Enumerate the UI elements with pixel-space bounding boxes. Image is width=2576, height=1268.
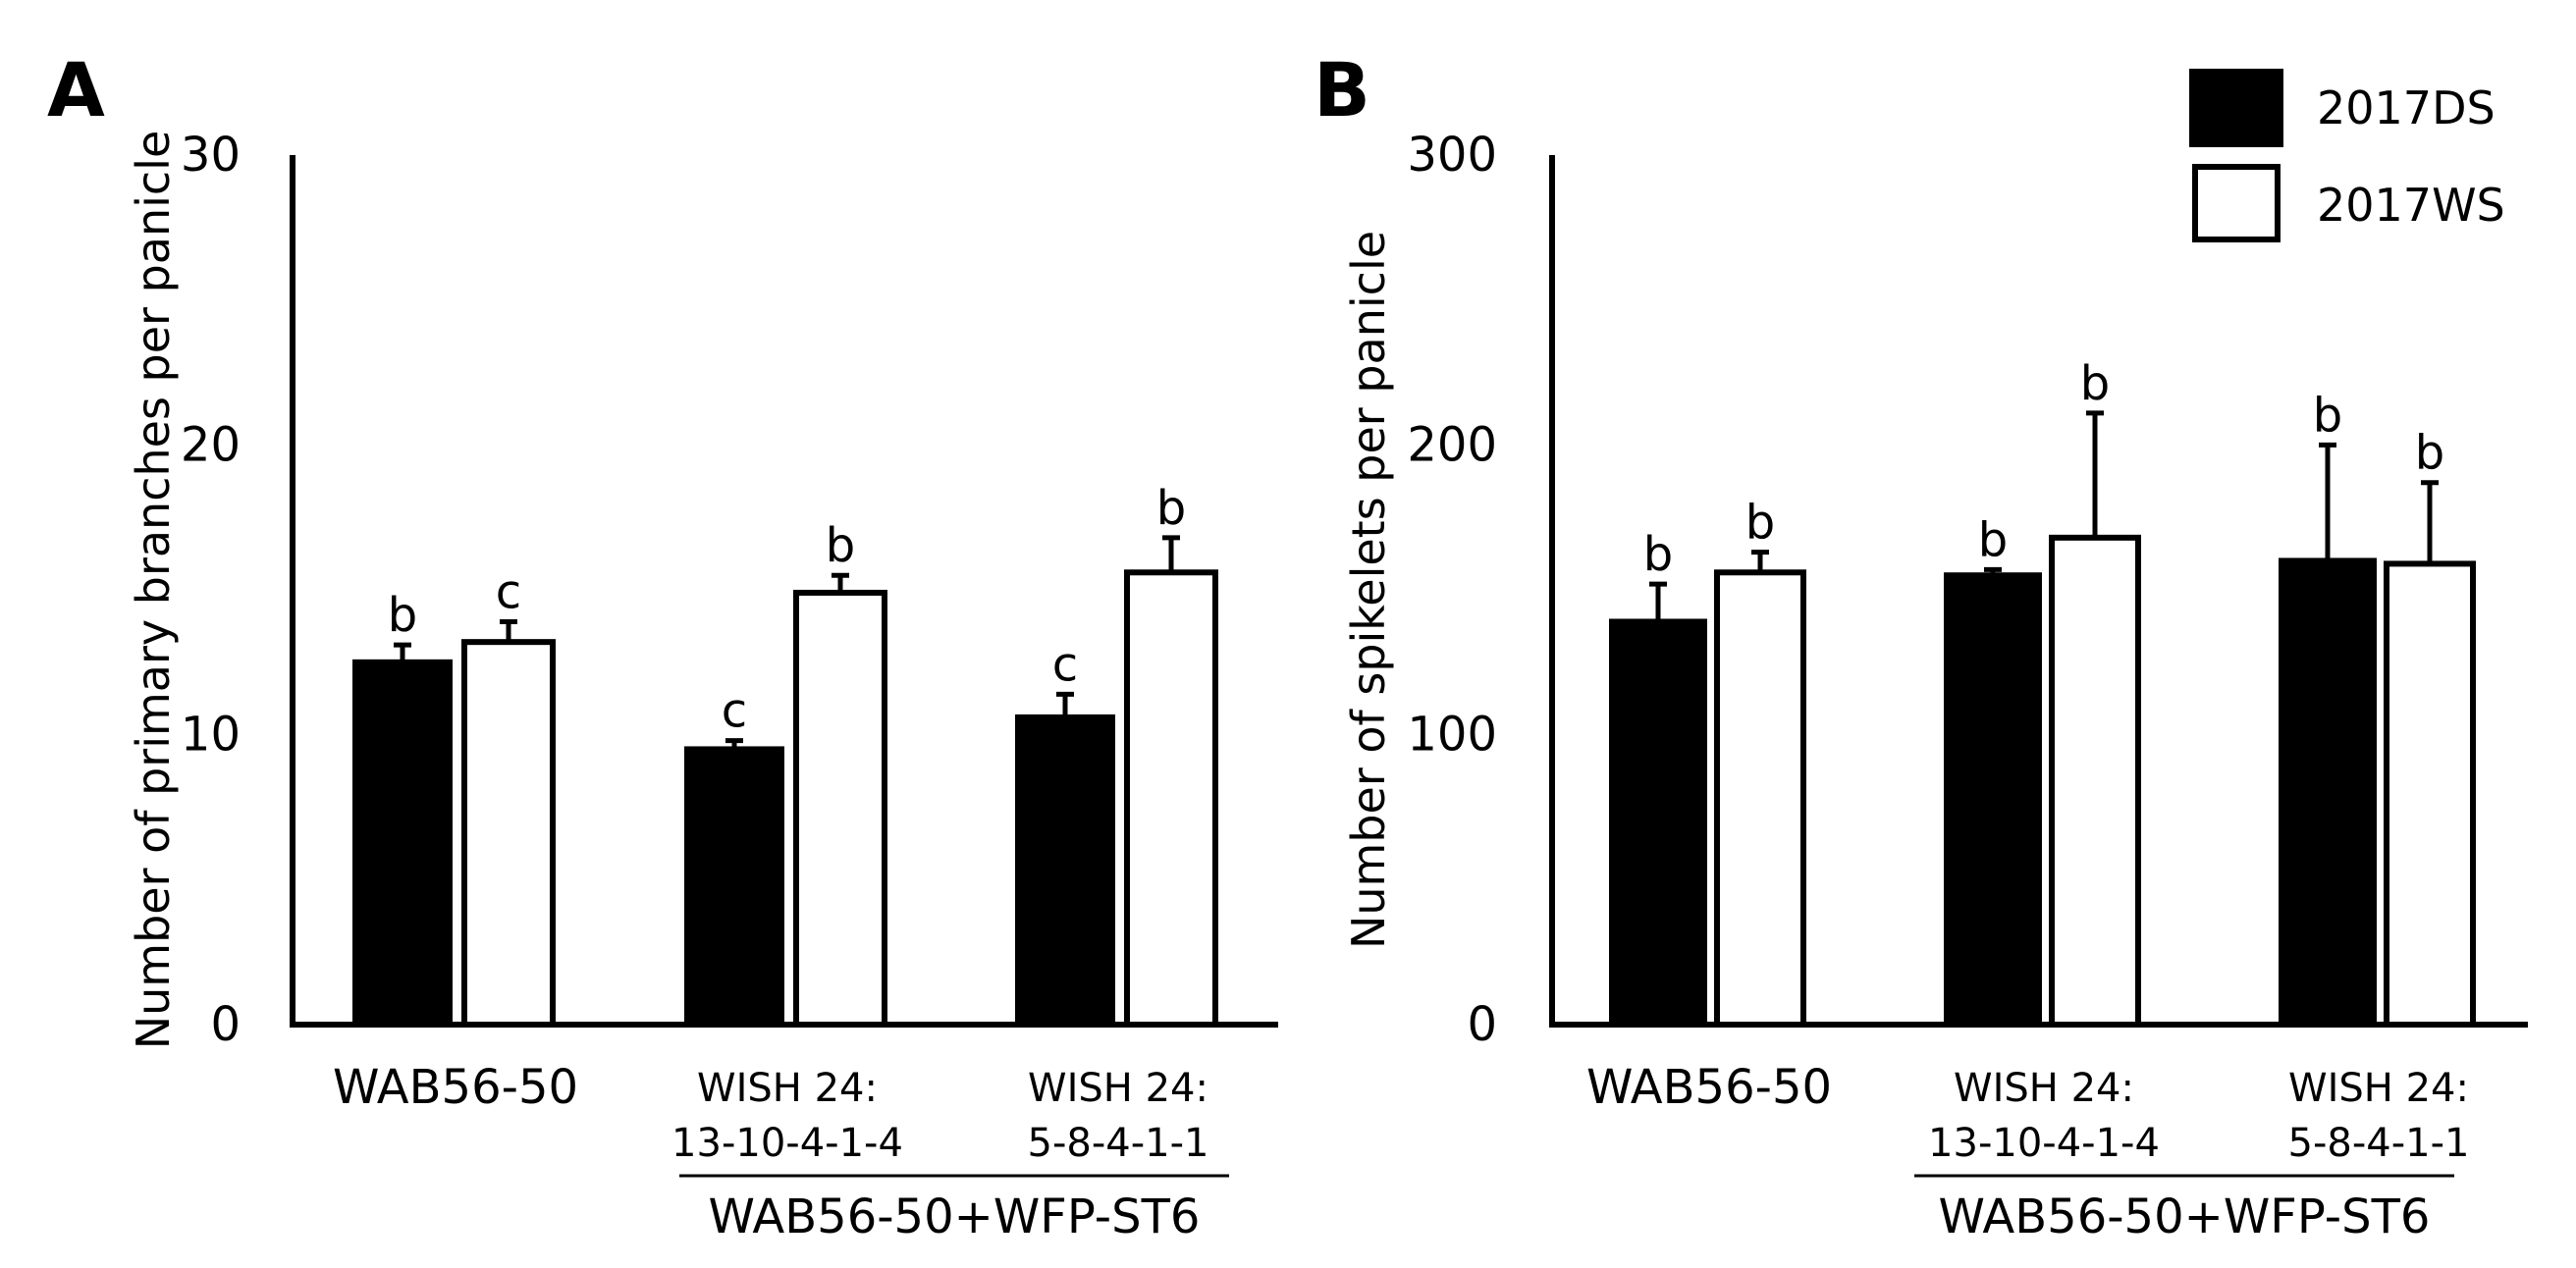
panel-b-x-category-label-line: WISH 24: <box>1954 1066 2134 1111</box>
panel-b-bar-2017ws <box>2049 534 2141 1029</box>
panel-b-significance-letter: b <box>2080 356 2110 411</box>
panel-b-group-label: WAB56-50+WFP-ST6 <box>1939 1189 2431 1244</box>
panel-a-x-category-label: WAB56-50 <box>333 1060 578 1115</box>
panel-a-x-category-label-line: WISH 24: <box>1028 1066 1208 1111</box>
panel-b-bar-2017ds <box>2279 557 2377 1028</box>
panel-a-significance-letter: c <box>722 684 747 739</box>
legend-label-2017ds: 2017DS <box>2317 81 2496 134</box>
panel-a-bar-2017ds <box>1015 713 1115 1028</box>
panel-a-significance-letter: b <box>388 588 417 643</box>
panel-a-bar-2017ws <box>461 639 556 1028</box>
panel-a-significance-letter: c <box>496 564 521 619</box>
panel-a-x-category-label-line: 5-8-4-1-1 <box>1028 1121 1209 1166</box>
panel-a-significance-letter: b <box>1156 481 1186 536</box>
panel-a-y-tick-label: 0 <box>210 997 241 1052</box>
panel-b-bar-2017ds <box>1944 572 2042 1028</box>
panel-a: A Number of primary branches per panicle… <box>47 46 1278 1244</box>
panel-b-significance-letter: b <box>1978 512 2008 567</box>
panel-b-x-category-label: WAB56-50 <box>1586 1060 1832 1115</box>
panel-a-significance-letter: c <box>1052 637 1078 692</box>
panel-a-y-tick-label: 30 <box>181 128 241 183</box>
panel-a-bar-2017ds <box>352 659 453 1028</box>
panel-a-group-label: WAB56-50+WFP-ST6 <box>709 1189 1201 1244</box>
panel-b-y-tick-label: 200 <box>1407 417 1497 472</box>
panel-a-bar-2017ws <box>1124 569 1218 1029</box>
panel-a-y-tick-label: 10 <box>181 708 241 763</box>
panel-b-y-axis-title: Number of spikelets per panicle <box>1342 231 1395 949</box>
panel-letter-b: B <box>1314 46 1370 133</box>
panel-a-bar-2017ds <box>684 746 784 1029</box>
panel-a-significance-letter: b <box>826 518 855 573</box>
legend-swatch-2017ds <box>2189 69 2283 147</box>
panel-b-x-category-label-line: WISH 24: <box>2288 1066 2469 1111</box>
legend-swatch-2017ws <box>2192 164 2281 242</box>
legend: 2017DS 2017WS <box>2189 69 2505 242</box>
panel-b-bar-2017ws <box>2384 560 2476 1028</box>
panel-a-bar-2017ws <box>793 589 887 1028</box>
panel-a-x-category-label-line: 13-10-4-1-4 <box>671 1121 903 1166</box>
panel-b-significance-letter: b <box>1745 496 1775 551</box>
panel-a-y-tick-label: 20 <box>181 417 241 472</box>
panel-b-marks: 0 100 200 300 WAB56-50 WISH 24: 13-10-4-1-4 WIS… <box>1407 128 2476 1166</box>
panel-letter-a: A <box>47 46 105 133</box>
panel-b-significance-letter: b <box>2415 426 2444 481</box>
panel-b-x-category-label-line: 5-8-4-1-1 <box>2288 1121 2470 1166</box>
panel-b-y-tick-label: 0 <box>1467 997 1497 1052</box>
panel-b-significance-letter: b <box>2313 388 2342 443</box>
panel-a-marks: 0 10 20 30 WAB56-50 WISH 24: 13-10-4-1-4 WISH 2… <box>181 128 1218 1166</box>
legend-label-2017ws: 2017WS <box>2317 179 2505 232</box>
panel-b-y-tick-label: 300 <box>1407 128 1497 183</box>
panel-b-bar-2017ws <box>1714 569 1806 1029</box>
panel-b-bar-2017ds <box>1609 618 1707 1029</box>
panel-a-x-category-label-line: WISH 24: <box>697 1066 878 1111</box>
panel-b-significance-letter: b <box>1643 527 1673 582</box>
panel-b-x-category-label-line: 13-10-4-1-4 <box>1928 1121 2160 1166</box>
panel-b-y-tick-label: 100 <box>1407 708 1497 763</box>
panel-a-y-axis-title: Number of primary branches per panicle <box>127 131 180 1050</box>
panel-b: B Number of spikelets per panicle WAB56-… <box>1314 46 2528 1244</box>
